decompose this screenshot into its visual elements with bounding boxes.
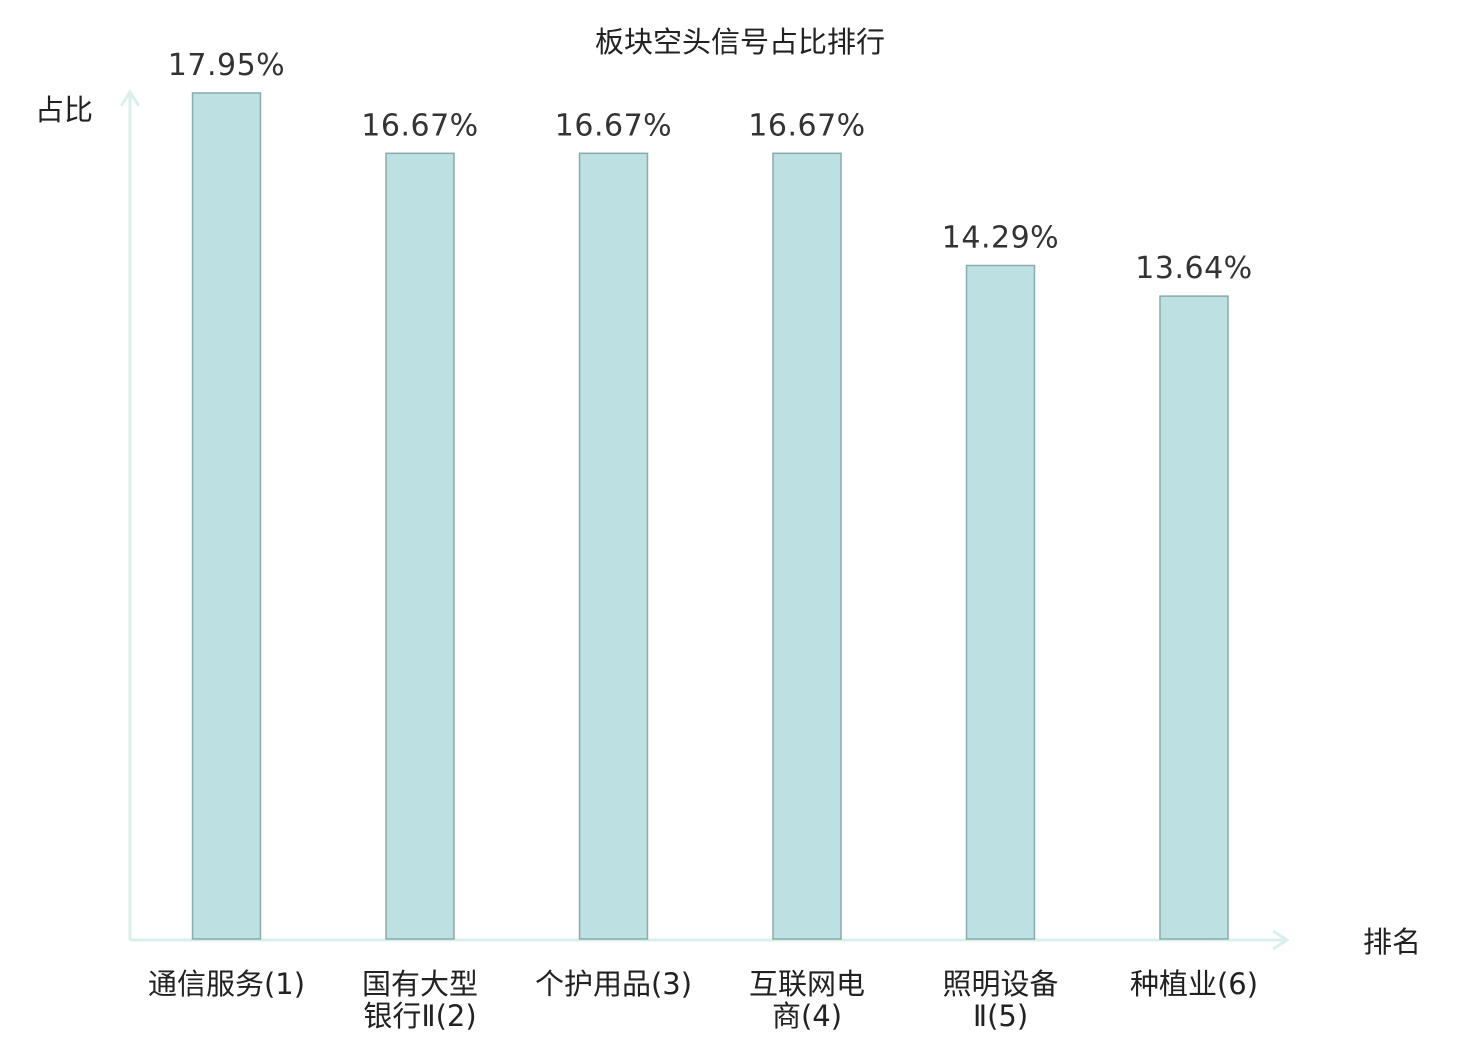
bar-5 (965, 264, 1036, 940)
bar-6 (1159, 295, 1229, 940)
value-label-1: 17.95% (168, 48, 285, 83)
x-axis (130, 929, 1290, 951)
value-label-2: 16.67% (361, 108, 478, 143)
x-axis-label: 排名 (1363, 925, 1421, 959)
y-axis (119, 89, 141, 940)
bar-2 (385, 152, 455, 940)
category-label-2: 国有大型银行Ⅱ(2) (362, 967, 478, 1033)
category-label-3: 个护用品(3) (535, 967, 692, 1001)
bar-1 (191, 92, 262, 940)
category-label-4: 互联网电商(4) (749, 967, 865, 1033)
value-label-3: 16.67% (555, 108, 672, 143)
category-label-1: 通信服务(1) (148, 967, 305, 1001)
chart-title: 板块空头信号占比排行 (595, 25, 885, 59)
value-label-5: 14.29% (942, 220, 1059, 255)
bars-group (191, 92, 1229, 940)
bar-4 (772, 152, 842, 940)
value-label-6: 13.64% (1135, 251, 1252, 286)
bar-3 (578, 152, 649, 940)
category-label-5: 照明设备 Ⅱ(5) (942, 967, 1058, 1033)
value-labels-group: 17.95% 16.67% 16.67% 16.67% 14.29% 13.64% (168, 48, 1252, 286)
value-label-4: 16.67% (748, 108, 865, 143)
category-label-6: 种植业(6) (1130, 967, 1258, 1001)
category-labels-group: 通信服务(1) 国有大型银行Ⅱ(2) 个护用品(3) 互联网电商(4) 照明设备 Ⅱ(5)… (148, 967, 1258, 1033)
y-axis-label: 占比 (35, 93, 93, 127)
